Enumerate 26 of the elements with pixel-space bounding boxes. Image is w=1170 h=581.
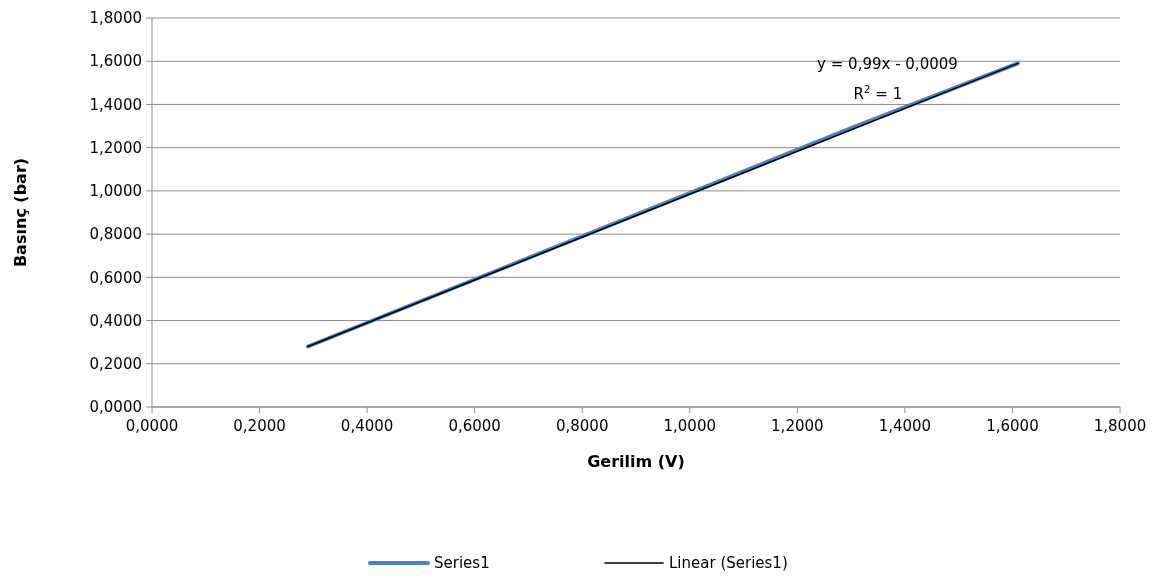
x-tick-label: 0,4000	[340, 417, 394, 435]
x-tick-label: 0,6000	[448, 417, 501, 435]
x-tick-label: 0,8000	[555, 417, 609, 435]
annotation: y = 0,99x - 0,0009	[817, 55, 958, 74]
x-tick-label: 1,4000	[878, 417, 932, 435]
x-axis-title: Gerilim (V)	[587, 452, 685, 471]
y-tick-label: 1,2000	[89, 138, 142, 157]
y-tick-label: 0,6000	[89, 268, 142, 287]
annotation: R$^{2}$ = 1	[853, 83, 903, 104]
x-tick-label: 1,6000	[986, 417, 1039, 435]
y-tick-label: 0,0000	[89, 398, 142, 417]
x-tick-label: 1,8000	[1093, 417, 1147, 435]
x-tick-label: 1,2000	[771, 417, 824, 435]
y-tick-label: 1,6000	[89, 52, 142, 71]
x-tick-label: 0,0000	[125, 417, 179, 435]
y-tick-label: 0,2000	[89, 355, 142, 374]
y-axis-title: Basınç (bar)	[11, 157, 30, 268]
y-tick-label: 1,8000	[89, 9, 142, 28]
y-tick-label: 0,8000	[89, 225, 142, 244]
y-tick-label: 0,4000	[89, 311, 142, 330]
x-tick-label: 0,2000	[233, 417, 286, 435]
y-tick-label: 1,0000	[89, 182, 142, 201]
legend-label: Series1	[434, 554, 490, 573]
legend-label: Linear (Series1)	[669, 554, 788, 573]
x-tick-label: 1,0000	[663, 417, 717, 435]
y-tick-label: 1,4000	[89, 95, 142, 114]
